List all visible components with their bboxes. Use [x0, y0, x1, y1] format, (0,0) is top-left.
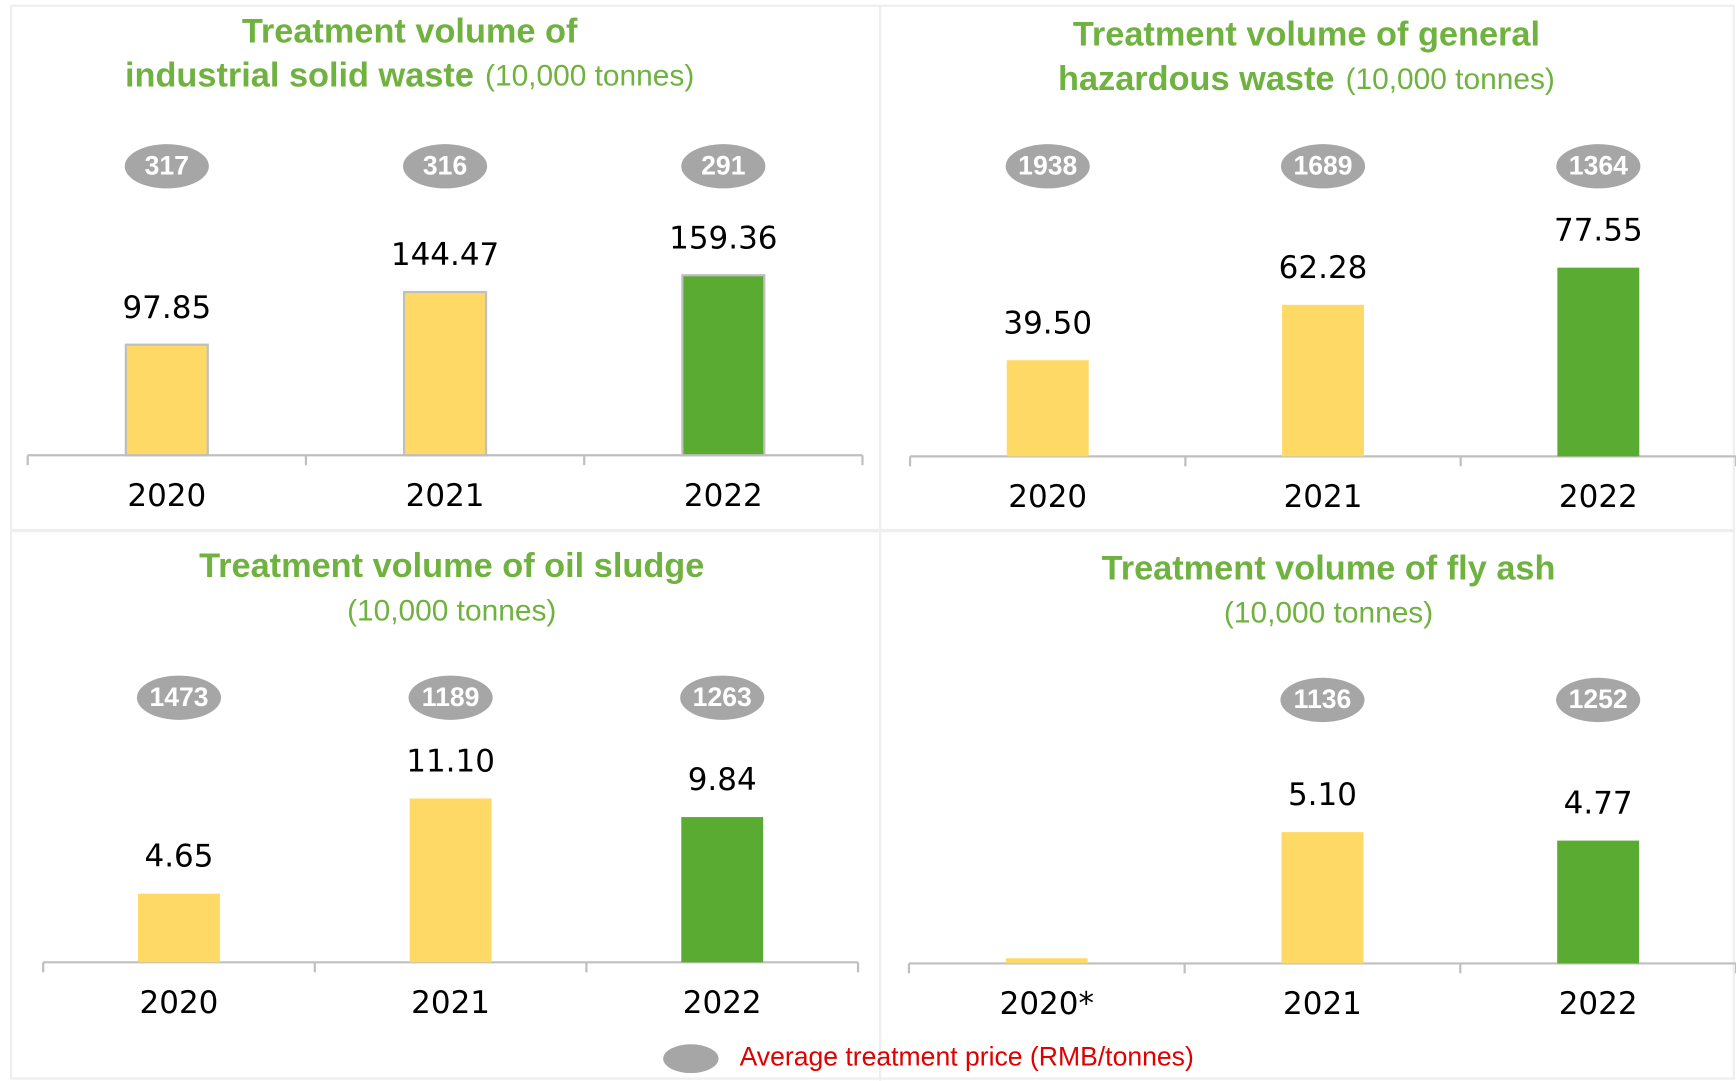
price-marker: [136, 675, 222, 720]
bar: [681, 274, 766, 457]
price-marker: [124, 144, 209, 189]
category-label: 2021: [1283, 986, 1362, 1022]
data-label: 5.10: [1288, 777, 1357, 813]
chart-title-line: industrial solid waste: [125, 57, 474, 95]
price-label: 1189: [422, 682, 480, 712]
bar: [403, 290, 488, 457]
price-label: 1473: [149, 682, 208, 712]
category-label: 2021: [411, 985, 490, 1021]
bar: [138, 893, 220, 963]
price-label: 1263: [693, 682, 752, 712]
price-label: 1938: [1018, 150, 1077, 180]
chart-title: Treatment volume of: [242, 12, 578, 50]
price-marker: [681, 144, 766, 189]
chart-unit: (10,000 tonnes): [1346, 63, 1555, 96]
bar: [1282, 304, 1364, 457]
legend-label: Average treatment price (RMB/tonnes): [740, 1042, 1194, 1072]
data-label: 144.47: [391, 237, 499, 273]
bar: [409, 798, 492, 963]
price-label: 316: [423, 150, 467, 180]
bar: [1006, 360, 1089, 457]
data-label: 159.36: [669, 220, 777, 256]
chart-title-line: Treatment volume of: [242, 12, 578, 50]
legend-marker: [663, 1044, 719, 1074]
price-marker: [1556, 144, 1641, 189]
category-label: 2020: [127, 478, 206, 514]
price-label: 1136: [1294, 684, 1352, 714]
data-label: 4.65: [144, 839, 213, 875]
data-label: 97.85: [122, 290, 211, 326]
chart-title: Treatment volume of fly ash: [1102, 549, 1556, 587]
bar: [1005, 958, 1088, 964]
category-label: 2020*: [1000, 986, 1094, 1022]
bar: [681, 817, 764, 963]
chart-title: hazardous waste (10,000 tonnes): [1058, 60, 1555, 98]
category-label: 2021: [406, 478, 485, 514]
bar: [1557, 840, 1640, 964]
chart-unit: (10,000 tonnes): [485, 60, 694, 93]
price-marker: [680, 675, 765, 720]
chart-title-line: hazardous waste: [1058, 60, 1335, 98]
data-label: 62.28: [1279, 250, 1368, 286]
category-label: 2022: [683, 985, 762, 1021]
data-label: 9.84: [688, 762, 757, 798]
bar: [1557, 267, 1640, 457]
chart-title-line: Treatment volume of fly ash: [1102, 549, 1556, 587]
bar: [124, 343, 209, 457]
price-marker: [1556, 677, 1641, 723]
price-label: 1252: [1569, 684, 1628, 714]
data-label: 4.77: [1564, 786, 1633, 822]
price-marker: [1280, 144, 1366, 189]
category-label: 2020: [140, 985, 219, 1021]
price-label: 1364: [1569, 150, 1628, 180]
price-label: 1689: [1293, 150, 1352, 180]
category-label: 2022: [684, 478, 763, 514]
chart-title-line: Treatment volume of general: [1073, 16, 1540, 54]
category-label: 2022: [1559, 986, 1638, 1022]
chart-title: industrial solid waste (10,000 tonnes): [125, 57, 694, 95]
price-marker: [1005, 144, 1090, 189]
price-marker: [408, 675, 493, 720]
bar: [1281, 832, 1364, 964]
chart-unit: (10,000 tonnes): [1224, 597, 1433, 630]
price-marker: [403, 144, 488, 189]
price-marker: [1280, 677, 1365, 723]
chart-title: Treatment volume of general: [1073, 16, 1540, 54]
category-label: 2022: [1559, 479, 1638, 515]
data-label: 39.50: [1003, 305, 1092, 341]
data-label: 77.55: [1554, 213, 1643, 249]
chart-title: Treatment volume of oil sludge: [199, 547, 704, 585]
price-label: 291: [701, 150, 746, 180]
frame: [9, 4, 1735, 1080]
category-label: 2020: [1008, 479, 1087, 515]
chart-unit: (10,000 tonnes): [347, 594, 556, 627]
price-label: 317: [145, 150, 189, 180]
chart-title-line: Treatment volume of oil sludge: [199, 547, 704, 585]
category-label: 2021: [1284, 479, 1363, 515]
data-label: 11.10: [406, 744, 495, 780]
